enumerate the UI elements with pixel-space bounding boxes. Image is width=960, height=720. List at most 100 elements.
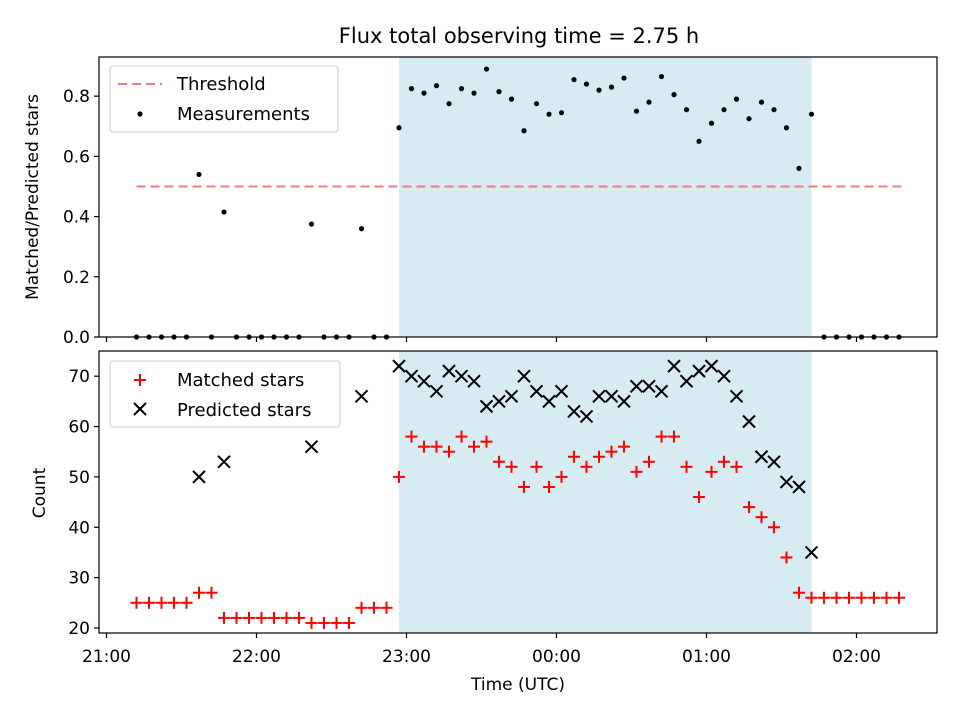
matched-stars-point	[805, 591, 818, 604]
matched-stars-point	[280, 611, 293, 624]
bottom-axes-frame	[98, 350, 938, 634]
matched-stars-point	[668, 430, 680, 443]
top-y-ticks: 0.0 0.2 0.4 0.6 0.8	[63, 87, 99, 348]
matched-stars-point	[868, 591, 880, 604]
measurement-point	[196, 171, 202, 178]
matched-stars-point	[368, 601, 380, 614]
predicted-stars-point	[467, 374, 481, 388]
predicted-stars-point	[542, 394, 556, 409]
matched-stars-point	[430, 440, 443, 453]
predicted-legend-label: Predicted stars	[177, 400, 311, 421]
bottom-x-ticks: 21:00 22:00 23:00 00:00 01:00 02:00	[82, 633, 881, 667]
measurement-point	[721, 107, 727, 113]
top-x-ticks	[105, 337, 858, 342]
matched-stars-point	[230, 611, 243, 624]
measurement-point	[521, 128, 527, 134]
matched-stars-point	[468, 440, 480, 453]
y-tick-label: 0.0	[63, 328, 90, 348]
measurement-point	[571, 76, 577, 83]
matched-stars-point	[380, 601, 393, 614]
predicted-stars-point	[579, 409, 594, 424]
top-y-axis-label: Matched/Predicted stars	[23, 94, 43, 300]
x-tick-label: 01:00	[682, 647, 731, 667]
measurement-point	[808, 111, 815, 117]
matched-stars-point	[755, 511, 768, 524]
measurement-point	[508, 96, 515, 102]
predicted-legend-swatch	[133, 402, 147, 416]
x-tick-label: 23:00	[382, 647, 431, 667]
predicted-stars-point	[617, 394, 631, 409]
matched-stars-point	[780, 551, 793, 564]
predicted-stars-point	[567, 404, 581, 419]
matched-stars-point	[330, 616, 343, 629]
measurement-point	[496, 89, 502, 95]
matched-stars-point	[730, 460, 743, 473]
predicted-stars-point	[604, 389, 619, 404]
matched-stars-point	[493, 455, 505, 468]
matched-stars-point	[343, 616, 355, 629]
y-tick-label: 20	[68, 619, 90, 639]
matched-stars-point	[355, 601, 368, 614]
measurements-legend-swatch	[137, 111, 143, 117]
matched-stars-point	[793, 586, 805, 599]
matched-stars-point	[268, 611, 280, 624]
measurement-point	[596, 87, 602, 93]
measurement-point	[683, 107, 690, 113]
predicted-stars-point	[304, 439, 319, 454]
matched-stars-point	[543, 480, 555, 493]
predicted-stars-point	[517, 369, 531, 383]
matched-stars-point	[418, 440, 430, 453]
predicted-stars-point	[192, 470, 206, 484]
predicted-stars-point	[442, 364, 456, 378]
predicted-stars-point	[729, 389, 744, 404]
predicted-stars-point	[217, 455, 231, 469]
matched-stars-point	[680, 460, 693, 473]
matched-stars-point	[293, 611, 305, 624]
measurement-point	[546, 111, 552, 117]
matched-stars-point	[768, 521, 780, 534]
predicted-stars-point	[479, 399, 494, 414]
top-legend: Threshold Measurements	[109, 65, 339, 133]
predicted-stars-point	[454, 369, 469, 383]
predicted-stars-point	[792, 480, 806, 494]
predicted-stars-point	[804, 545, 819, 560]
matched-stars-point	[143, 596, 155, 609]
predicted-stars-point	[629, 379, 644, 393]
matched-stars-point	[555, 470, 568, 483]
matched-stars-point	[743, 501, 755, 514]
measurement-point	[433, 83, 440, 89]
matched-stars-point	[243, 611, 255, 624]
measurement-point	[608, 84, 615, 90]
measurement-point	[558, 110, 565, 116]
matched-stars-point	[443, 445, 455, 458]
measurement-point	[583, 81, 590, 87]
matched-stars-point	[580, 460, 593, 473]
matched-stars-point	[180, 596, 193, 609]
measurement-point	[533, 101, 540, 107]
matched-stars-point	[718, 455, 730, 468]
bottom-panel: 20 30 40 50 60 70 21:00 22:00 23:00 00:00 01:00 02…	[30, 350, 938, 695]
measurements-legend-label: Measurements	[177, 104, 310, 125]
measurement-point	[446, 101, 452, 107]
chart-title: Flux total observing time = 2.75 h	[339, 24, 699, 48]
measurement-point	[696, 138, 702, 144]
predicted-stars-point	[667, 359, 681, 373]
measurement-point	[358, 226, 365, 232]
matched-stars-point	[643, 455, 655, 468]
y-tick-label: 0.6	[63, 147, 90, 167]
matched-stars-point	[480, 435, 493, 448]
predicted-stars-point	[492, 394, 506, 409]
top-legend-box	[109, 65, 339, 133]
predicted-stars-point	[404, 369, 419, 383]
threshold-legend-label: Threshold	[176, 74, 266, 95]
predicted-stars-point	[642, 379, 656, 393]
measurement-point	[708, 120, 715, 126]
top-shaded-span	[399, 57, 812, 337]
bottom-markers	[130, 359, 905, 629]
matched-stars-point	[893, 591, 905, 604]
bottom-y-ticks: 20 30 40 50 60 70	[68, 367, 99, 639]
predicted-stars-point	[754, 450, 769, 464]
matched-stars-point	[630, 465, 643, 478]
y-tick-label: 0.4	[63, 208, 90, 228]
